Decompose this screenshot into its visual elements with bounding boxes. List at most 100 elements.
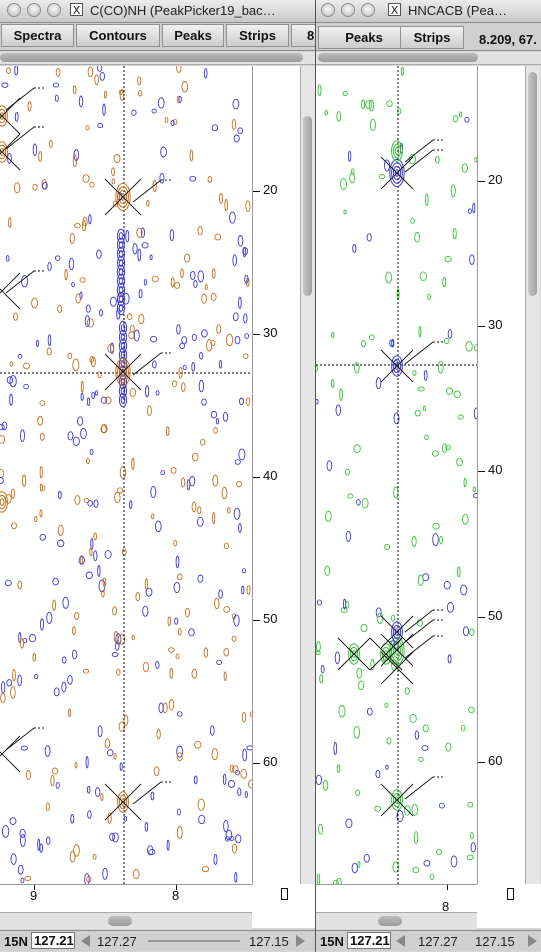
bottom-scroll-thumb[interactable] [378, 916, 402, 926]
window-titlebar[interactable]: X C(CO)NH (PeakPicker19_bac… [0, 0, 315, 23]
noise-contour [375, 769, 381, 779]
noise-contour [223, 542, 229, 550]
close-window-button[interactable] [7, 3, 21, 17]
spectra-button[interactable]: Spectra [1, 24, 74, 47]
vertical-scroll-thumb[interactable] [528, 72, 537, 296]
close-window-button[interactable] [321, 3, 335, 17]
position-field[interactable]: 127.21 [31, 932, 75, 949]
noise-contour [0, 681, 6, 694]
noise-contour [196, 516, 204, 527]
noise-contour [77, 416, 84, 426]
noise-contour [214, 233, 222, 241]
range-slider-track[interactable] [148, 940, 240, 942]
noise-contour [188, 628, 195, 637]
noise-contour [54, 255, 61, 261]
noise-contour [223, 819, 229, 833]
noise-contour [150, 791, 155, 801]
noise-contour [86, 785, 91, 794]
right-arrow-icon[interactable] [296, 935, 305, 947]
peak-marker [104, 783, 142, 821]
noise-contour [73, 149, 80, 161]
top-horizontal-scrollbar[interactable] [0, 52, 315, 65]
noise-contour [197, 798, 205, 811]
noise-contour [414, 232, 420, 243]
noise-contour [452, 115, 459, 123]
noise-contour [109, 833, 116, 841]
noise-contour [1, 825, 10, 838]
peak-contour [120, 396, 126, 404]
scroll-thumb[interactable] [0, 53, 303, 62]
contour-plot-svg [316, 66, 477, 884]
noise-contour [412, 369, 417, 376]
x-tick-label: 9 [30, 888, 38, 903]
spectrum-window-hncacb: X HNCACB (Pea… Peaks Strips 8.209, 67. 2… [315, 0, 541, 952]
noise-contour [240, 768, 248, 779]
contour-plot[interactable] [0, 66, 252, 884]
peak-contour [392, 143, 402, 159]
bottom-horizontal-scrollbar[interactable] [0, 912, 252, 929]
noise-contour [462, 513, 469, 525]
x-tick-mark [176, 885, 177, 890]
noise-contour [87, 500, 94, 507]
strips-button[interactable]: Strips [226, 24, 289, 47]
x-axis-ruler: 8 [316, 884, 477, 914]
vertical-scrollbar[interactable] [525, 66, 540, 884]
strips-button[interactable]: Strips [400, 26, 464, 49]
contour-plot-svg [0, 66, 252, 884]
noise-contour [87, 66, 94, 78]
noise-contour [366, 233, 372, 242]
noise-contour [320, 664, 325, 674]
peak-label-leader [5, 727, 35, 751]
peak-contour [118, 250, 124, 258]
noise-contour [82, 668, 90, 674]
noise-contour [92, 853, 97, 860]
noise-contour [67, 708, 72, 718]
noise-contour [69, 851, 76, 863]
zoom-window-button[interactable] [361, 3, 375, 17]
noise-contour [85, 458, 90, 464]
position-field[interactable]: 127.21 [347, 932, 391, 949]
peak-contour [118, 277, 124, 285]
noise-contour [445, 742, 452, 752]
contours-button[interactable]: Contours [76, 24, 160, 47]
noise-contour [227, 507, 231, 514]
bottom-horizontal-scrollbar[interactable] [316, 912, 477, 929]
vertical-scroll-thumb[interactable] [303, 116, 312, 296]
noise-contour [198, 379, 205, 393]
left-arrow-icon[interactable] [396, 935, 405, 947]
scroll-thumb[interactable] [318, 53, 478, 62]
peaks-button[interactable]: Peaks [318, 26, 410, 49]
window-titlebar[interactable]: X HNCACB (Pea… [316, 0, 541, 23]
noise-contour [72, 626, 76, 636]
peak-contour [394, 628, 400, 636]
y-tick-mark [478, 617, 485, 618]
minimize-window-button[interactable] [341, 3, 355, 17]
noise-contour [85, 756, 89, 769]
peak-contour [380, 643, 392, 665]
coordinate-button[interactable]: 8. [291, 24, 315, 47]
top-horizontal-scrollbar[interactable] [316, 52, 541, 65]
noise-contour [316, 873, 321, 884]
peaks-button[interactable]: Peaks [162, 24, 224, 47]
noise-contour [197, 506, 202, 515]
left-arrow-icon[interactable] [81, 935, 90, 947]
contour-plot[interactable] [316, 66, 477, 884]
noise-contour [52, 82, 59, 88]
noise-contour [201, 398, 207, 406]
y-tick-label: 60 [263, 754, 278, 769]
noise-contour [100, 396, 108, 404]
noise-contour [342, 90, 348, 97]
noise-contour [23, 383, 29, 390]
vertical-scrollbar[interactable] [300, 66, 315, 884]
bottom-scroll-thumb[interactable] [108, 916, 132, 926]
right-arrow-icon[interactable] [528, 935, 537, 947]
noise-contour [170, 277, 175, 288]
noise-contour [141, 242, 149, 249]
peak-contour [0, 112, 5, 120]
noise-contour [461, 163, 468, 173]
zoom-window-button[interactable] [47, 3, 61, 17]
noise-contour [111, 652, 119, 658]
minimize-window-button[interactable] [27, 3, 41, 17]
noise-contour [39, 533, 47, 541]
noise-contour [347, 493, 354, 499]
